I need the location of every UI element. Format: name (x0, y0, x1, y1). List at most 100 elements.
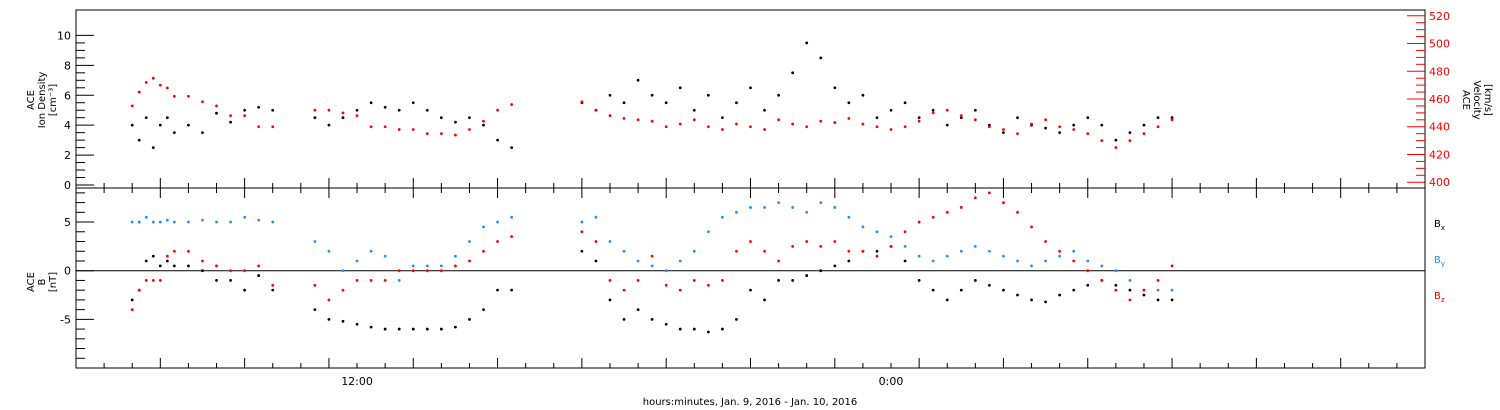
velocity-point (313, 108, 317, 112)
ytick-right-label: 500 (1429, 38, 1450, 51)
bx-point (945, 298, 949, 302)
velocity-point (1044, 118, 1047, 122)
ytick-left-label: 10 (57, 29, 71, 42)
bz-point (482, 249, 485, 253)
bz-point (1170, 264, 1174, 268)
bx-point (510, 288, 514, 292)
velocity-point (735, 122, 738, 126)
by-point (847, 215, 851, 219)
velocity-point (215, 104, 218, 108)
velocity-point (1114, 146, 1118, 149)
bz-point (580, 230, 584, 234)
bz-point (959, 206, 963, 209)
xtick-label: 12:00 (341, 375, 373, 388)
x-axis: 12:00 0:00 (75, 178, 1426, 388)
velocity-point (341, 111, 345, 115)
bz-point (861, 249, 865, 253)
ytick-label: -5 (60, 313, 71, 326)
bz-point (1002, 201, 1005, 204)
bx-point (903, 259, 907, 263)
density-point (1100, 123, 1104, 127)
density-point (1044, 126, 1047, 130)
bz-point (271, 283, 275, 287)
by-point (917, 254, 921, 258)
bx-point (327, 317, 331, 321)
velocity-point (847, 117, 851, 120)
bz-point (257, 264, 261, 268)
by-point (130, 220, 134, 224)
by-point (580, 220, 584, 224)
bx-point (355, 322, 359, 326)
by-point (257, 218, 261, 222)
bz-point (151, 279, 155, 282)
density-point (973, 108, 977, 112)
velocity-point (165, 86, 169, 90)
bx-point (313, 308, 317, 312)
by-point (706, 230, 710, 234)
bz-point (313, 283, 317, 287)
velocity-point (819, 119, 823, 123)
bx-point (397, 327, 401, 331)
by-point (749, 206, 752, 209)
bx-point (130, 298, 134, 302)
bz-point (341, 288, 345, 292)
bz-point (130, 308, 134, 312)
density-point (636, 78, 640, 82)
bz-point (622, 288, 626, 292)
bz-point (763, 249, 766, 253)
velocity-point (383, 125, 387, 129)
by-point (1002, 254, 1005, 258)
velocity-point (144, 80, 148, 84)
bx-point (496, 288, 499, 292)
by-point (735, 210, 738, 214)
bz-point (411, 269, 415, 273)
density-point (257, 105, 261, 109)
bx-point (917, 279, 921, 282)
density-point (735, 101, 738, 105)
velocity-point (1086, 132, 1090, 136)
by-point (383, 254, 387, 258)
bx-point (594, 259, 598, 263)
density-point (1086, 116, 1090, 120)
bz-point (229, 269, 232, 273)
top-right-ylabel: [km/s] (1482, 84, 1493, 116)
density-point (271, 108, 275, 112)
bz-point (987, 191, 991, 195)
velocity-point (875, 125, 879, 129)
by-point (215, 220, 218, 224)
density-point (355, 108, 359, 112)
legend-subscript: y (1441, 260, 1445, 268)
by-point (833, 206, 837, 209)
velocity-point (369, 125, 373, 129)
velocity-point (1058, 125, 1062, 129)
bx-point (959, 288, 963, 292)
bx-point (1002, 288, 1005, 292)
bottom-left-ylabel: ACE (26, 272, 37, 292)
top-left-ylabel: Ion Density (37, 72, 48, 129)
by-point (172, 220, 176, 224)
bottom-panel: -5 0 5 ACE B [nT] Bx By Bz (26, 187, 1445, 369)
velocity-point (650, 119, 654, 123)
by-point (1030, 264, 1033, 268)
bz-point (496, 240, 499, 243)
by-point (327, 249, 331, 253)
velocity-point (777, 118, 781, 122)
by-point (144, 215, 148, 219)
bx-point (144, 259, 148, 263)
by-point (720, 215, 724, 219)
bz-point (1030, 225, 1033, 229)
density-point (1016, 116, 1019, 120)
bx-point (1086, 283, 1090, 287)
density-point (425, 108, 429, 112)
density-point (608, 93, 612, 97)
top-right-ylabel: Velocity (1471, 80, 1482, 119)
velocity-point (608, 114, 612, 118)
bz-point (369, 279, 373, 282)
by-point (158, 220, 162, 224)
bottom-panel-frame (75, 187, 1426, 369)
bx-point (172, 264, 176, 268)
bx-point (411, 327, 415, 331)
legend-By: By (1434, 255, 1445, 268)
velocity-point (271, 125, 275, 129)
top-left-ylabel: [cm⁻³] (48, 84, 59, 116)
